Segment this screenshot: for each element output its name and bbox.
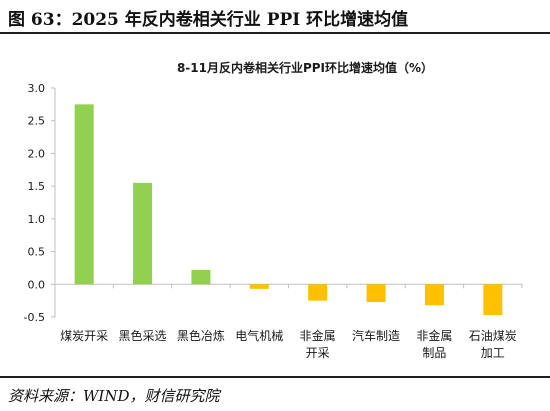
bar: [74, 104, 94, 285]
source-note: 资料来源：WIND，财信研究院: [8, 387, 220, 405]
bar: [366, 284, 386, 302]
bar: [249, 284, 269, 289]
figure-caption: 图 63：2025 年反内卷相关行业 PPI 环比增速均值: [8, 10, 409, 30]
category-label: 制品: [422, 346, 446, 360]
bar-chart: 8-11月反内卷相关行业PPI环比增速均值（%） 3.0 2.5 2.0 1.5 1.0…: [24, 60, 523, 360]
bar: [191, 269, 211, 285]
chart-title: 8-11月反内卷相关行业PPI环比增速均值（%）: [177, 60, 433, 75]
category-label: 煤炭开采: [60, 329, 108, 343]
category-label: 石油煤炭: [469, 329, 517, 343]
category-label: 黑色冶炼: [177, 328, 225, 343]
category-label: 非金属: [416, 328, 452, 343]
y-tick-label: 2.0: [28, 147, 46, 160]
bar: [483, 284, 503, 316]
y-tick-label: 3.0: [28, 82, 46, 95]
axes: 3.0 2.5 2.0 1.5 1.0 0.5 0.0 -0.5: [24, 82, 523, 324]
y-tick-label: 1.5: [28, 180, 46, 193]
category-label: 电气机械: [235, 328, 283, 343]
y-tick-label: 2.5: [28, 115, 46, 128]
category-label: 加工: [481, 346, 505, 360]
y-tick-label: 0.0: [28, 278, 46, 291]
category-label: 黑色采选: [119, 329, 167, 343]
y-tick-label: 0.5: [28, 246, 46, 259]
category-label: 开采: [306, 346, 330, 360]
category-label: 汽车制造: [352, 328, 400, 343]
figure-footer: 资料来源：WIND，财信研究院: [0, 376, 550, 411]
bar: [424, 284, 444, 306]
bars: [74, 104, 503, 316]
bar: [308, 284, 328, 301]
y-tick-label: -0.5: [24, 311, 45, 324]
category-label: 非金属: [300, 328, 336, 343]
y-tick-label: 1.0: [28, 213, 46, 226]
figure-header: 图 63：2025 年反内卷相关行业 PPI 环比增速均值: [0, 0, 550, 34]
bar: [133, 182, 153, 285]
